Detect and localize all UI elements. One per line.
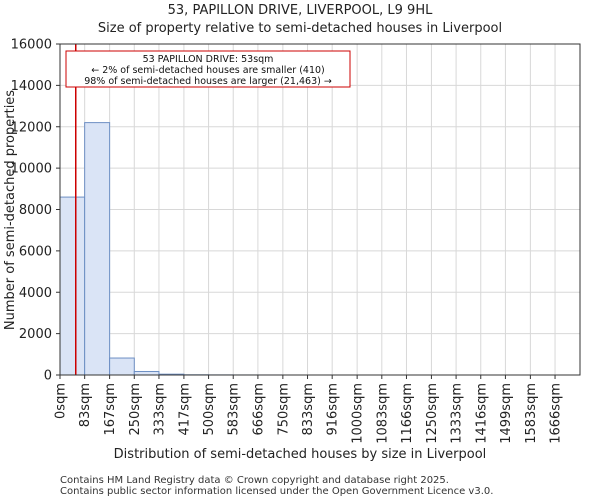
histogram-bar: [133, 370, 160, 376]
y-tick-label: 12000: [11, 120, 52, 135]
x-tick-label: 417sqm: [177, 383, 192, 436]
annotation-line-1: 53 PAPILLON DRIVE: 53sqm: [143, 54, 274, 65]
x-tick-label: 1000sqm: [351, 383, 366, 444]
x-tick-label: 1250sqm: [425, 383, 440, 444]
x-axis-label: Distribution of semi-detached houses by …: [114, 447, 487, 462]
x-tick-label: 1499sqm: [499, 383, 514, 444]
x-tick-label: 1583sqm: [524, 383, 539, 444]
chart-title: 53, PAPILLON DRIVE, LIVERPOOL, L9 9HL: [168, 3, 433, 18]
x-tick-label: 833sqm: [301, 383, 316, 436]
y-tick-label: 10000: [11, 162, 52, 177]
x-tick-label: 916sqm: [326, 383, 341, 436]
y-tick-label: 16000: [11, 38, 52, 53]
annotation-border: [65, 50, 351, 88]
y-axis-ticks: 0 2000 4000 6000 8000 10000 12000 14000 16000: [11, 38, 60, 384]
bars: [59, 122, 284, 376]
x-tick-label: 1666sqm: [549, 383, 564, 444]
histogram-bar: [59, 196, 86, 376]
y-tick-label: 6000: [19, 244, 52, 259]
chart-subtitle: Size of property relative to semi-detach…: [98, 21, 502, 36]
footer-line-2: Contains public sector information licen…: [60, 486, 493, 497]
footer-line-1: Contains HM Land Registry data © Crown c…: [60, 475, 449, 486]
x-tick-label: 500sqm: [202, 383, 217, 436]
y-tick-label: 8000: [19, 203, 52, 218]
annotation-line-3: 98% of semi-detached houses are larger (…: [84, 76, 332, 87]
y-tick-label: 2000: [19, 327, 52, 342]
x-tick-label: 1333sqm: [450, 383, 465, 444]
x-tick-label: 83sqm: [78, 383, 93, 427]
x-tick-label: 1166sqm: [400, 383, 415, 444]
x-axis-ticks: 0sqm 83sqm 167sqm 250sqm 333sqm 417sqm 500sqm 5…: [54, 375, 564, 444]
x-tick-label: 1416sqm: [474, 383, 489, 444]
x-tick-label: 583sqm: [227, 383, 242, 436]
histogram-bar: [84, 122, 111, 376]
x-tick-label: 1083sqm: [375, 383, 390, 444]
annotation-line-2: ← 2% of semi-detached houses are smaller…: [91, 65, 325, 76]
plot-frame: [59, 43, 581, 376]
y-tick-label: 0: [44, 369, 52, 384]
x-tick-label: 0sqm: [54, 383, 69, 419]
y-tick-label: 14000: [11, 79, 52, 94]
x-tick-label: 333sqm: [152, 383, 167, 436]
annotation-box: 53 PAPILLON DRIVE: 53sqm ← 2% of semi-de…: [65, 50, 351, 88]
histogram-bar: [109, 357, 135, 376]
y-axis-label: Number of semi-detached properties: [3, 90, 18, 330]
y-tick-label: 4000: [19, 286, 52, 301]
x-tick-label: 666sqm: [251, 383, 266, 436]
x-tick-label: 250sqm: [128, 383, 143, 436]
x-tick-label: 750sqm: [276, 383, 291, 436]
x-tick-label: 167sqm: [103, 383, 118, 436]
